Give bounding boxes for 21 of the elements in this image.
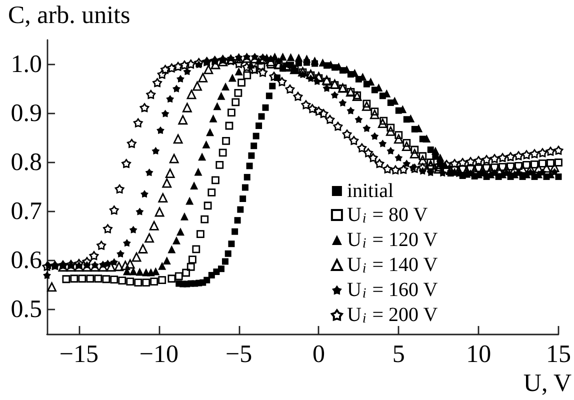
y-tick-label: 0.9 [10, 100, 42, 127]
y-tick-label: 0.5 [10, 296, 42, 323]
x-tick-label: 0 [312, 341, 325, 368]
x-tick-label: −5 [226, 341, 252, 368]
x-tick-label: −15 [59, 341, 99, 368]
legend-label: Ui = 140 V [346, 254, 438, 276]
x-tick-label: 10 [466, 341, 492, 368]
y-tick-label: 0.6 [10, 247, 42, 274]
x-tick-label: −10 [139, 341, 178, 368]
legend-label: Ui = 200 V [346, 304, 438, 326]
x-axis-title: U, V [523, 370, 572, 397]
legend-label: Ui = 120 V [346, 229, 438, 252]
x-tick-label: 5 [392, 341, 405, 368]
y-tick-label: 1.0 [10, 51, 42, 78]
legend-label: initial [346, 180, 394, 202]
legend-label: Ui = 80 V [346, 204, 428, 226]
y-tick-label: 0.8 [10, 149, 42, 176]
y-axis-title: C, arb. units [8, 2, 130, 29]
y-tick-label: 0.7 [10, 198, 42, 225]
x-tick-label: 15 [546, 341, 571, 368]
legend-label: Ui = 160 V [346, 279, 438, 302]
